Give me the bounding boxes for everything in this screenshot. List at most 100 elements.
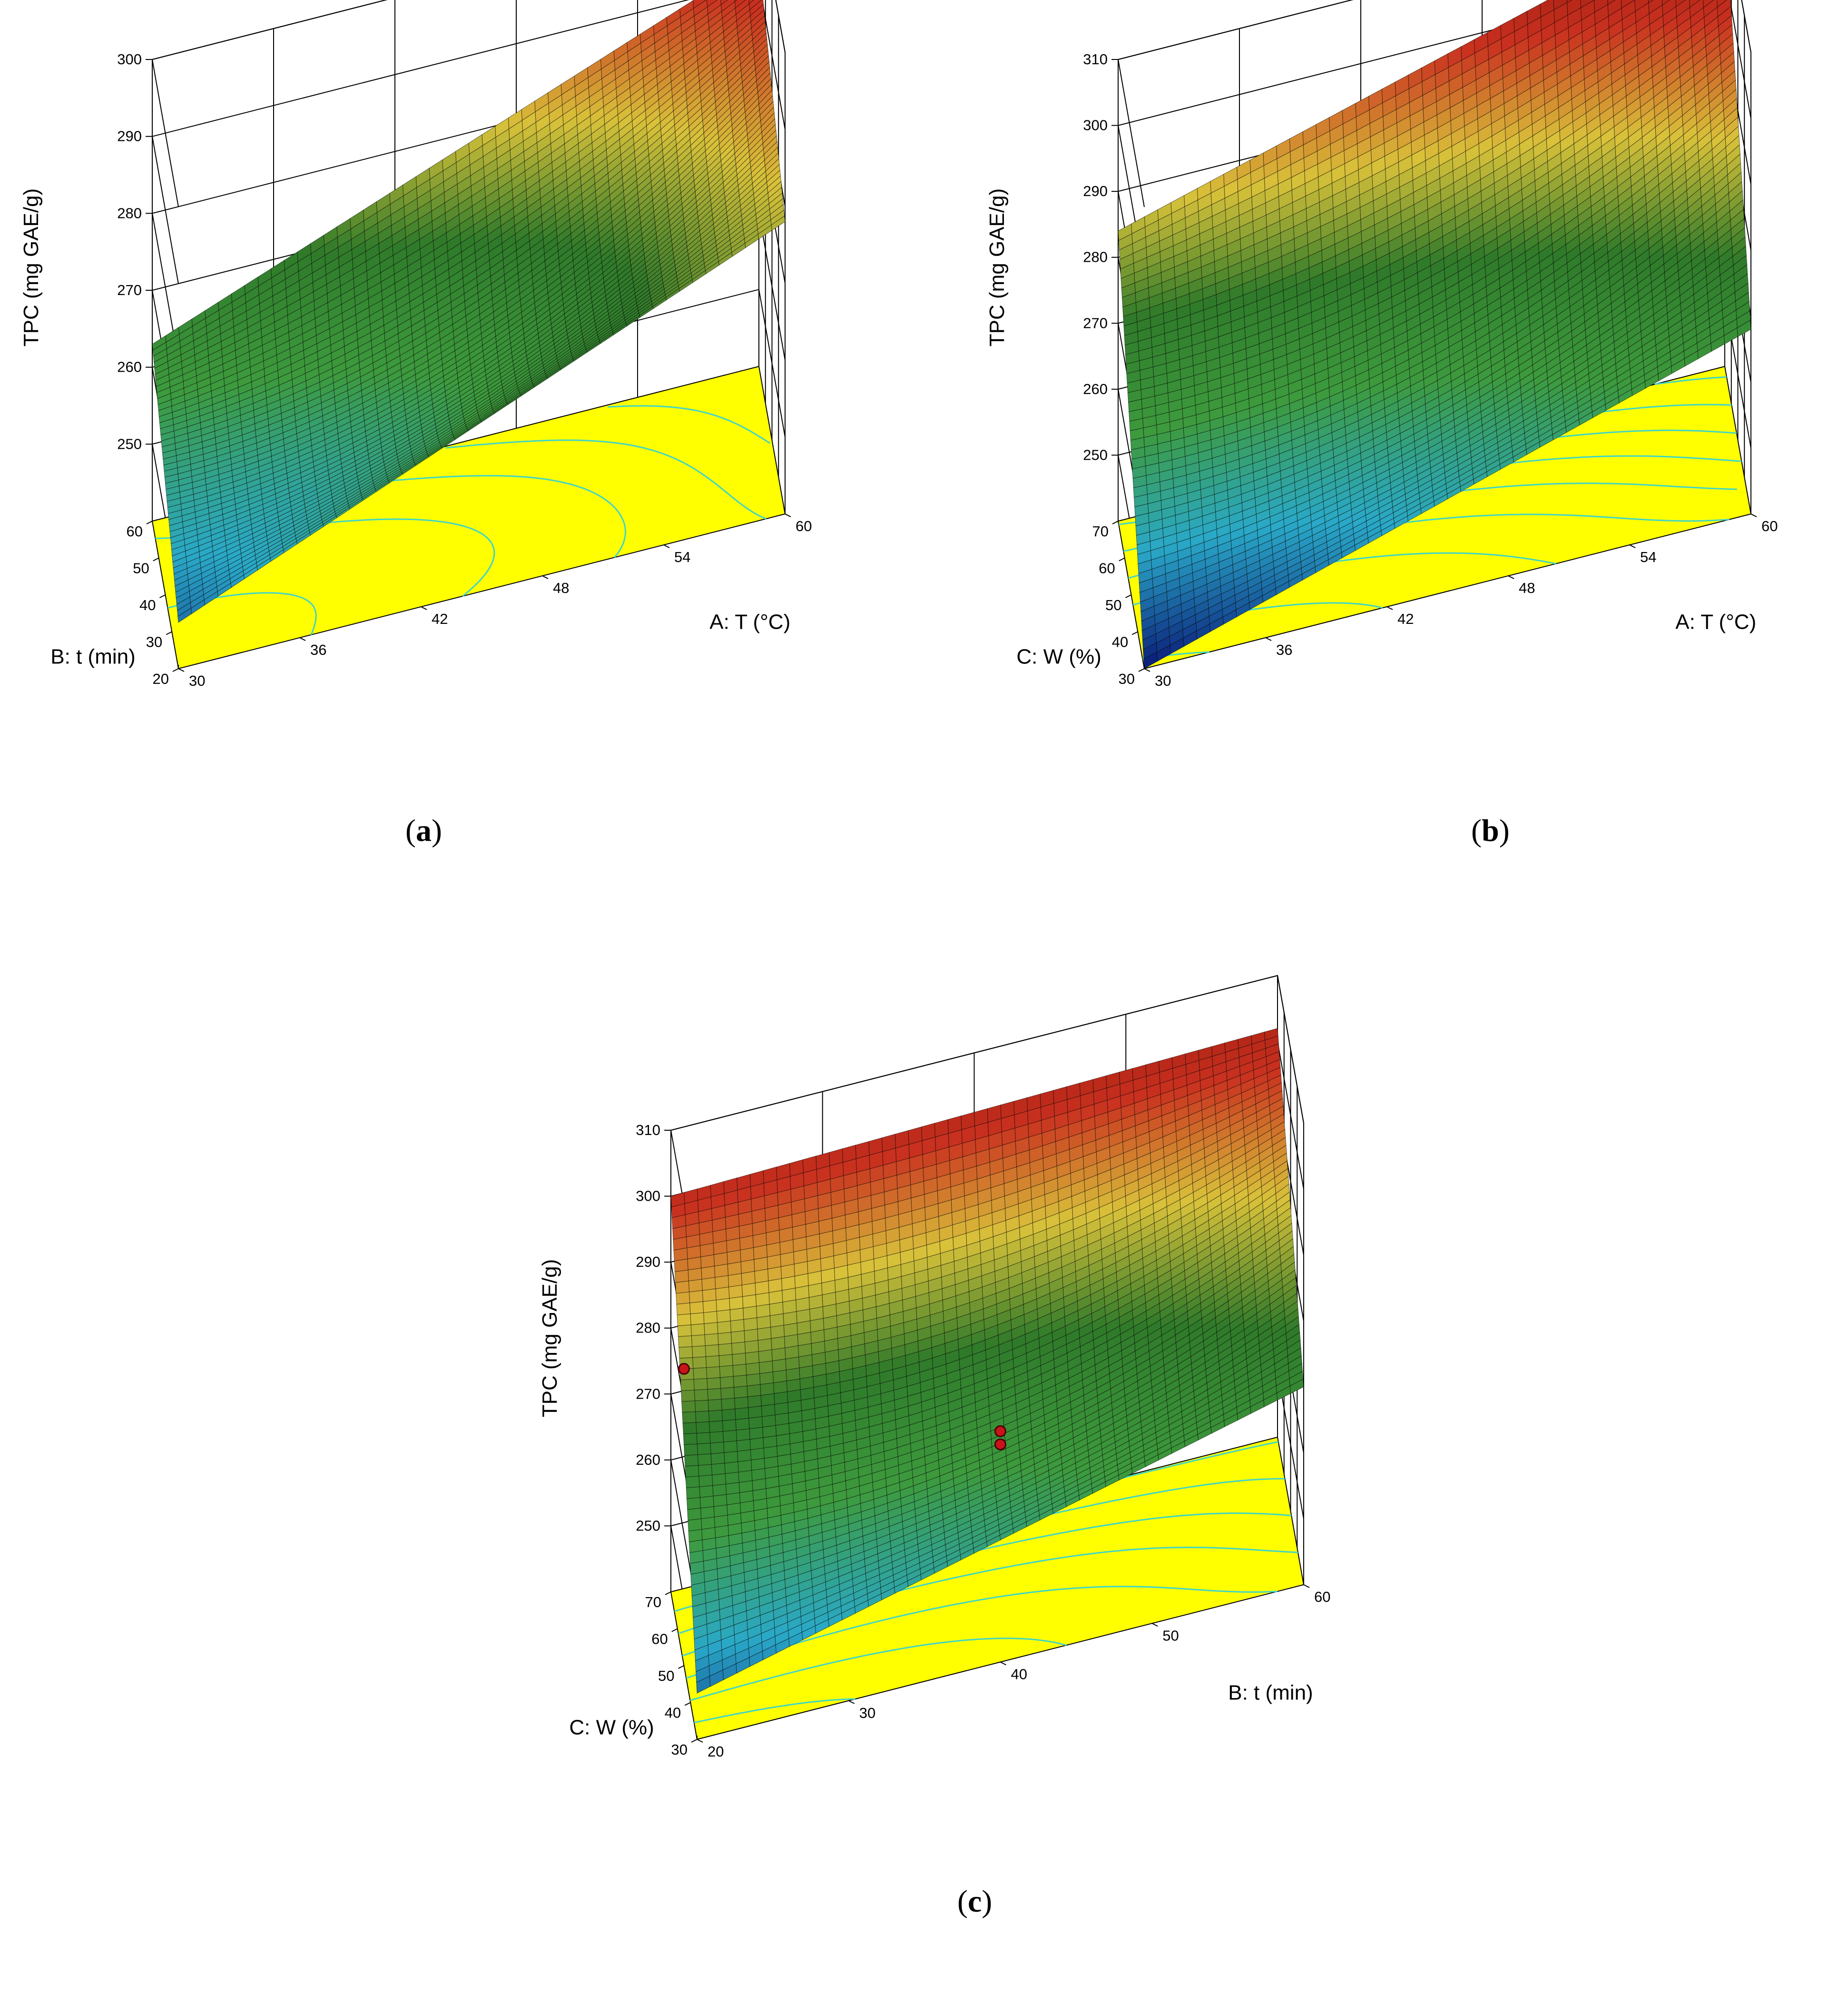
x-tick-label: 60 bbox=[1761, 518, 1778, 534]
x-tick-label: 30 bbox=[189, 672, 205, 689]
z-tick-label: 250 bbox=[1083, 446, 1108, 463]
x-tick-label: 36 bbox=[1276, 641, 1292, 658]
x-tick-mark bbox=[1144, 669, 1150, 671]
caption-a-letter: a bbox=[416, 813, 432, 848]
x-tick-label: 60 bbox=[796, 518, 812, 534]
z-tick-label: 300 bbox=[636, 1188, 660, 1204]
x-tick-label: 48 bbox=[1519, 580, 1535, 596]
caption-b: (b) bbox=[1471, 813, 1510, 849]
x-tick-label: 42 bbox=[432, 611, 448, 627]
y-axis-label: B: t (min) bbox=[50, 645, 135, 669]
y-tick-mark bbox=[1132, 632, 1138, 635]
x-tick-mark bbox=[1751, 514, 1757, 517]
y-axis-label: C: W (%) bbox=[569, 1716, 654, 1739]
y-tick-mark bbox=[173, 669, 178, 671]
z-tick-label: 300 bbox=[1083, 117, 1108, 134]
x-tick-mark bbox=[785, 514, 791, 517]
z-tick-label: 280 bbox=[1083, 249, 1108, 266]
y-tick-label: 40 bbox=[665, 1705, 681, 1721]
caption-b-letter: b bbox=[1482, 813, 1499, 848]
z-tick-label: 270 bbox=[1083, 315, 1108, 331]
y-tick-label: 50 bbox=[1105, 597, 1121, 613]
z-tick-label: 290 bbox=[117, 128, 142, 145]
x-tick-label: 48 bbox=[553, 580, 569, 596]
y-tick-label: 60 bbox=[1099, 560, 1115, 577]
x-tick-mark bbox=[1630, 545, 1635, 548]
y-tick-mark bbox=[665, 1592, 671, 1595]
y-tick-label: 50 bbox=[133, 560, 149, 577]
x-tick-mark bbox=[421, 607, 427, 610]
y-axis-label: C: W (%) bbox=[1016, 645, 1101, 669]
x-tick-label: 54 bbox=[1640, 549, 1656, 565]
y-tick-mark bbox=[672, 1629, 678, 1632]
x-tick-mark bbox=[664, 545, 669, 548]
y-tick-label: 70 bbox=[645, 1594, 661, 1610]
y-tick-label: 70 bbox=[1092, 523, 1109, 540]
y-tick-mark bbox=[678, 1666, 684, 1668]
x-tick-mark bbox=[1266, 638, 1271, 641]
x-tick-mark bbox=[178, 669, 184, 671]
caption-a: (a) bbox=[405, 813, 442, 849]
x-tick-mark bbox=[1001, 1662, 1006, 1665]
z-axis-label: TPC (mg GAE/g) bbox=[985, 188, 1009, 347]
z-tick-label: 260 bbox=[636, 1451, 660, 1468]
y-tick-mark bbox=[160, 595, 166, 598]
x-tick-mark bbox=[697, 1739, 703, 1742]
x-tick-mark bbox=[300, 638, 305, 641]
z-tick-label: 260 bbox=[1083, 381, 1108, 397]
x-tick-label: 60 bbox=[1314, 1589, 1330, 1605]
x-tick-label: 20 bbox=[708, 1743, 724, 1760]
z-tick-label: 270 bbox=[636, 1385, 660, 1402]
x-axis-label: A: T (°C) bbox=[1675, 610, 1756, 633]
z-tick-label: 260 bbox=[117, 359, 142, 375]
surface-plot-a: 30 36 42 48 54 60 20 30 40 50 60 250 260 270 280 290 300… bbox=[0, 0, 924, 942]
y-tick-label: 30 bbox=[1119, 671, 1135, 687]
z-tick-label: 250 bbox=[636, 1517, 660, 1534]
x-tick-label: 30 bbox=[859, 1705, 875, 1721]
x-tick-mark bbox=[1304, 1585, 1309, 1588]
surface-plot-c-svg: 20 30 40 50 60 30 40 50 60 70 250 260 270 280 290 300 31… bbox=[519, 1071, 1443, 2013]
z-tick-label: 310 bbox=[636, 1122, 660, 1138]
y-tick-mark bbox=[147, 521, 152, 524]
y-tick-label: 30 bbox=[146, 634, 162, 651]
z-tick-label: 280 bbox=[636, 1320, 660, 1336]
y-tick-mark bbox=[1119, 558, 1125, 561]
z-tick-label: 270 bbox=[117, 282, 142, 298]
x-axis-label: B: t (min) bbox=[1228, 1681, 1313, 1704]
x-tick-label: 36 bbox=[310, 641, 326, 658]
x-tick-label: 54 bbox=[674, 549, 690, 565]
x-tick-label: 50 bbox=[1162, 1627, 1179, 1644]
z-tick-label: 280 bbox=[117, 205, 142, 221]
y-tick-mark bbox=[166, 632, 172, 635]
z-tick-label: 290 bbox=[636, 1253, 660, 1270]
y-tick-label: 50 bbox=[658, 1668, 674, 1684]
x-tick-mark bbox=[1508, 576, 1514, 579]
y-tick-label: 40 bbox=[1112, 634, 1128, 651]
y-tick-label: 30 bbox=[671, 1741, 688, 1758]
z-tick-label: 250 bbox=[117, 435, 142, 452]
y-tick-label: 20 bbox=[153, 671, 169, 687]
y-tick-label: 60 bbox=[127, 523, 143, 540]
y-tick-mark bbox=[1139, 669, 1144, 671]
y-tick-label: 60 bbox=[651, 1631, 668, 1648]
z-tick-label: 300 bbox=[117, 51, 142, 68]
y-tick-mark bbox=[691, 1739, 697, 1742]
x-tick-label: 42 bbox=[1397, 611, 1414, 627]
x-tick-label: 40 bbox=[1011, 1666, 1027, 1683]
z-axis-label: TPC (mg GAE/g) bbox=[538, 1259, 561, 1418]
z-axis-label: TPC (mg GAE/g) bbox=[20, 188, 43, 347]
y-tick-mark bbox=[685, 1703, 690, 1706]
y-tick-mark bbox=[1126, 595, 1131, 598]
x-tick-mark bbox=[542, 576, 548, 579]
z-tick-label: 310 bbox=[1083, 51, 1108, 68]
x-axis-label: A: T (°C) bbox=[709, 610, 790, 633]
x-tick-mark bbox=[1152, 1623, 1158, 1626]
y-tick-label: 40 bbox=[139, 597, 156, 613]
surface-plot-b-svg: 3036424854603040506070250260270280290300… bbox=[966, 0, 1848, 942]
x-tick-mark bbox=[1387, 607, 1393, 610]
z-tick-label: 290 bbox=[1083, 183, 1108, 199]
surface-plot-c: 20 30 40 50 60 30 40 50 60 70 250 260 270 280 290 300 31… bbox=[519, 1071, 1443, 2013]
y-tick-mark bbox=[1112, 521, 1118, 524]
y-tick-mark bbox=[153, 558, 159, 561]
